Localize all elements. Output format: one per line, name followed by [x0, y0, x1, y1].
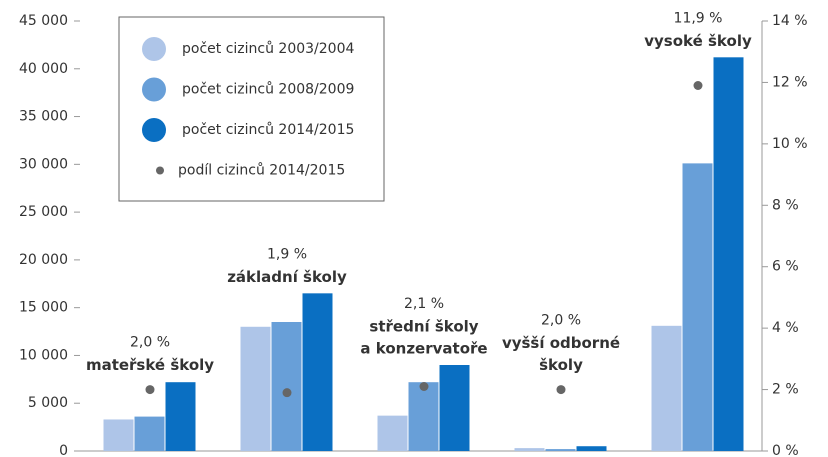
bar — [302, 293, 333, 451]
y-tick-label: 15 000 — [19, 300, 68, 316]
share-label: 1,9 % — [267, 246, 307, 262]
y-tick-label: 5 000 — [28, 395, 68, 411]
bar — [439, 365, 470, 451]
legend-marker — [142, 118, 166, 142]
y-tick-label: 35 000 — [19, 109, 68, 125]
y-tick-label: 10 000 — [19, 347, 68, 363]
y2-tick-label: 12 % — [772, 74, 808, 90]
share-label: 2,1 % — [404, 296, 444, 312]
legend-label: počet cizinců 2014/2015 — [182, 122, 354, 138]
y-tick-label: 30 000 — [19, 156, 68, 172]
category-label: základní školy — [227, 268, 347, 286]
y2-tick-label: 2 % — [772, 382, 799, 398]
bar — [576, 446, 607, 451]
share-label: 2,0 % — [130, 335, 170, 351]
share-label: 2,0 % — [541, 313, 581, 329]
bar — [408, 382, 439, 451]
share-dot — [282, 388, 292, 398]
legend-label: počet cizinců 2003/2004 — [182, 41, 354, 57]
bar — [240, 326, 271, 451]
category-label: vysoké školy — [644, 32, 752, 50]
category-label: vyšší odborné — [502, 334, 620, 352]
y-tick-label: 20 000 — [19, 252, 68, 268]
y-tick-label: 45 000 — [19, 13, 68, 29]
y-tick-label: 25 000 — [19, 204, 68, 220]
bar — [377, 415, 408, 451]
legend-marker — [142, 37, 166, 61]
bar — [651, 325, 682, 451]
category-label: mateřské školy — [86, 356, 214, 374]
y2-tick-label: 14 % — [772, 13, 808, 29]
category-label: střední školy — [369, 318, 478, 336]
y2-tick-label: 0 % — [772, 443, 799, 457]
y-tick-label: 40 000 — [19, 61, 68, 77]
bar — [713, 57, 744, 452]
bar — [165, 382, 196, 451]
y2-tick-label: 6 % — [772, 259, 799, 275]
legend-label: počet cizinců 2008/2009 — [182, 82, 354, 98]
y-tick-label: 0 — [59, 443, 68, 457]
legend-label: podíl cizinců 2014/2015 — [178, 163, 345, 179]
share-dot — [419, 382, 429, 391]
category-label: a konzervatoře — [360, 340, 487, 358]
bar — [271, 322, 302, 451]
bar — [545, 449, 576, 451]
bar — [103, 419, 134, 451]
legend-marker — [142, 77, 166, 102]
share-label: 11,9 % — [674, 10, 723, 26]
y2-tick-label: 10 % — [772, 136, 808, 152]
bar — [682, 163, 713, 451]
share-dot — [145, 385, 155, 395]
category-label: školy — [539, 356, 583, 374]
share-dot — [556, 385, 566, 395]
bar — [134, 416, 165, 451]
share-dot — [693, 81, 703, 90]
bar — [514, 448, 545, 451]
y2-tick-label: 4 % — [772, 320, 799, 336]
legend-marker — [156, 166, 164, 175]
y2-tick-label: 8 % — [772, 197, 799, 213]
